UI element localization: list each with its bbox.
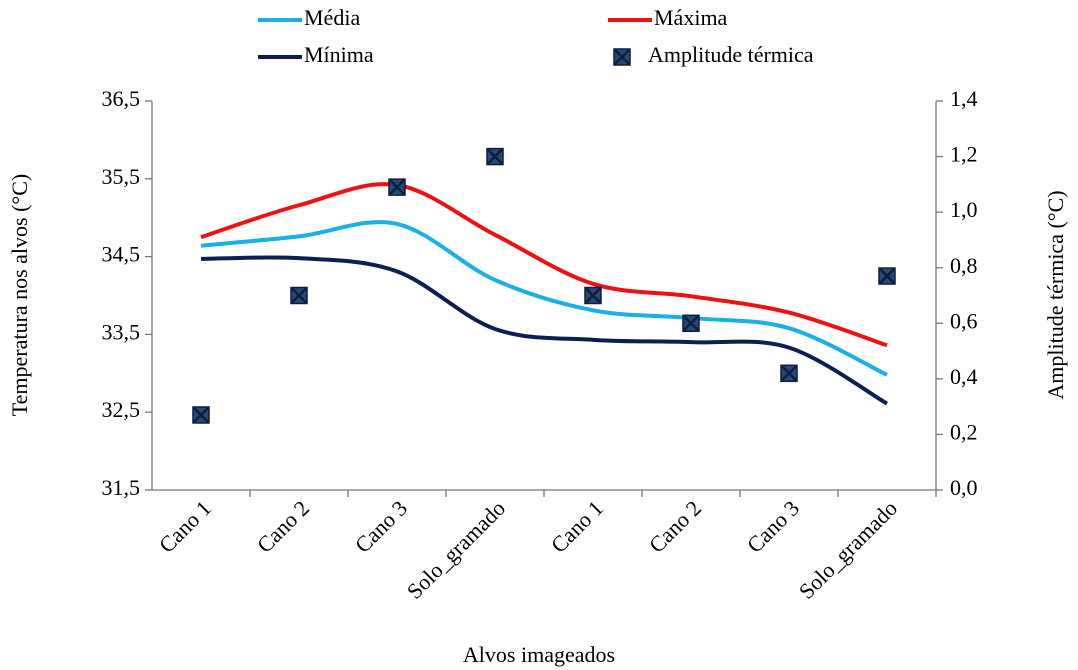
line bbox=[200, 255, 888, 406]
y-tick-label: 32,5 bbox=[102, 397, 141, 422]
x-tick-label: Cano 3 bbox=[742, 495, 804, 557]
x-tick-label: Cano 1 bbox=[546, 495, 608, 557]
y2-tick-label: 0,0 bbox=[950, 475, 978, 500]
y-tick-label: 31,5 bbox=[102, 475, 141, 500]
point bbox=[486, 147, 504, 166]
y2-tick-label: 0,6 bbox=[950, 308, 978, 333]
y-tick-label: 34,5 bbox=[102, 242, 141, 267]
y-tick-label: 35,5 bbox=[102, 164, 141, 189]
x-tick-label: Solo_gramado bbox=[794, 495, 902, 603]
y2-tick-label: 1,2 bbox=[950, 142, 978, 167]
marker-cross bbox=[781, 365, 797, 382]
y2-tick-label: 1,4 bbox=[950, 86, 978, 111]
point bbox=[780, 364, 798, 383]
y-axis-title: Temperatura nos alvos (°C) bbox=[7, 174, 32, 416]
x-tick-label: Solo_gramado bbox=[402, 495, 510, 603]
point bbox=[878, 267, 896, 285]
marker-cross bbox=[389, 179, 405, 196]
y-tick-label: 33,5 bbox=[102, 319, 141, 344]
x-tick-label: Cano 2 bbox=[252, 495, 314, 557]
legend-label: Amplitude térmica bbox=[648, 42, 814, 67]
y2-tick-label: 0,2 bbox=[950, 419, 978, 444]
x-tick-label: Cano 1 bbox=[154, 495, 216, 557]
legend-label: Máxima bbox=[654, 5, 728, 30]
point bbox=[584, 286, 602, 305]
point bbox=[388, 178, 406, 196]
marker-cross bbox=[683, 315, 699, 332]
marker-cross bbox=[879, 268, 895, 284]
legend-label: Mínima bbox=[304, 42, 374, 67]
marker-cross bbox=[291, 287, 307, 304]
line bbox=[200, 220, 888, 377]
marker-cross bbox=[193, 407, 209, 423]
x-tick-label: Cano 2 bbox=[644, 495, 706, 557]
x-axis-title: Alvos imageados bbox=[463, 642, 615, 667]
marker-cross bbox=[487, 148, 503, 165]
y-tick-label: 36,5 bbox=[102, 86, 141, 111]
y2-tick-label: 0,8 bbox=[950, 253, 978, 278]
y2-axis-title: Amplitude térmica (°C) bbox=[1043, 190, 1068, 399]
legend-label: Média bbox=[304, 5, 360, 30]
marker-cross bbox=[614, 49, 630, 65]
x-tick-label: Cano 3 bbox=[350, 495, 412, 557]
y2-tick-label: 0,4 bbox=[950, 364, 978, 389]
line bbox=[200, 182, 888, 348]
point bbox=[192, 406, 210, 424]
point bbox=[290, 286, 308, 305]
marker-cross bbox=[585, 287, 601, 304]
point bbox=[682, 314, 700, 333]
y2-tick-label: 1,0 bbox=[950, 197, 978, 222]
legend-swatch bbox=[613, 48, 631, 66]
